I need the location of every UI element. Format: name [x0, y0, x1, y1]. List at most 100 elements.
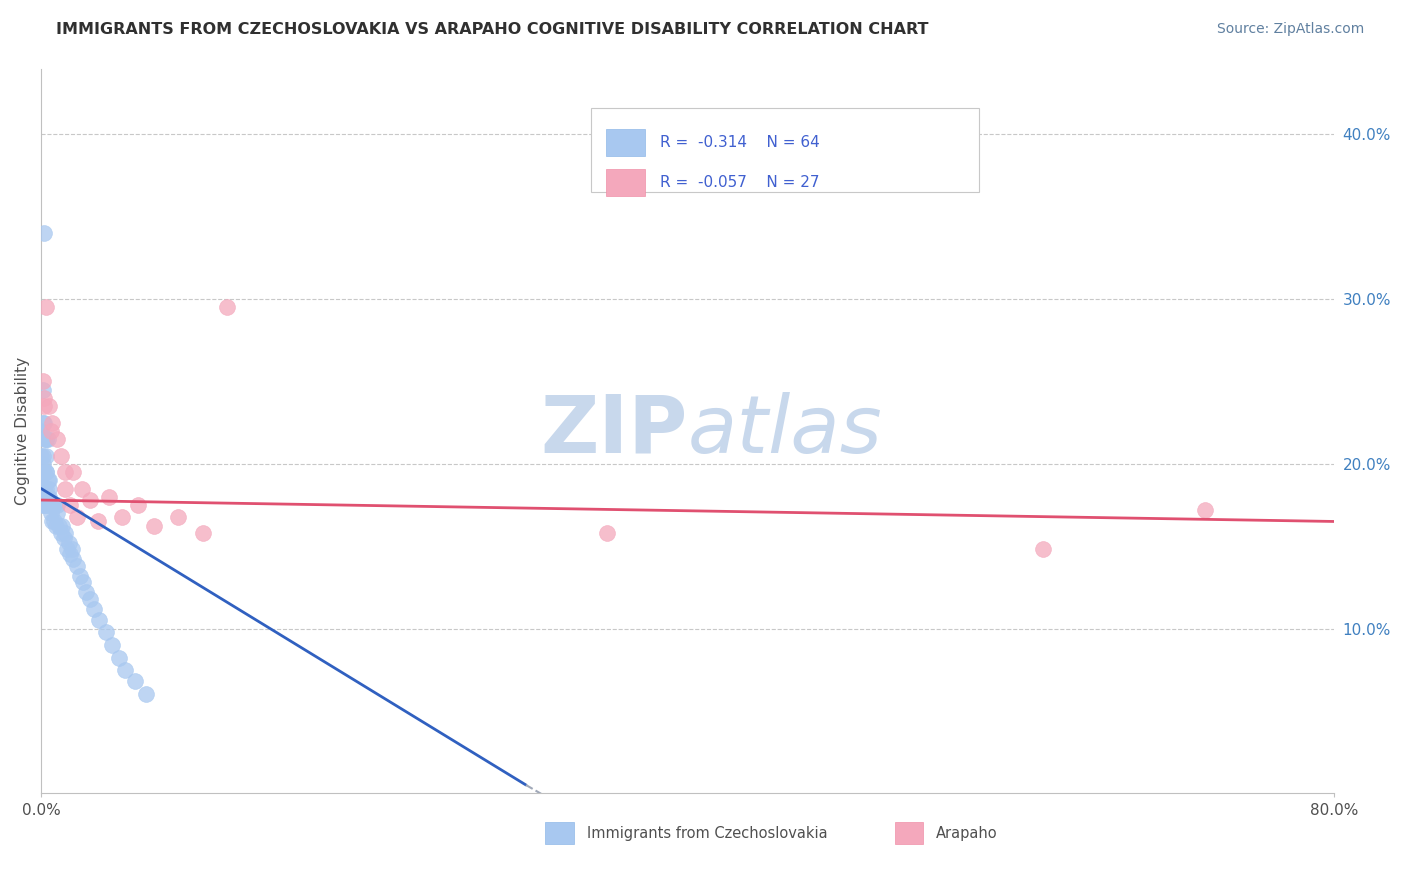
Point	[52, 531, 75, 545]
Text: Source: ZipAtlas.com: Source: ZipAtlas.com	[1216, 22, 1364, 37]
Point	[41, 416, 63, 430]
Point	[69, 569, 91, 583]
Point	[35, 301, 58, 315]
Point	[59, 498, 82, 512]
Point	[31, 490, 53, 504]
Text: Immigrants from Czechoslovakia: Immigrants from Czechoslovakia	[586, 826, 827, 840]
Point	[35, 449, 58, 463]
Point	[143, 519, 166, 533]
Point	[49, 526, 72, 541]
Point	[34, 498, 56, 512]
Point	[34, 391, 56, 405]
Point	[51, 519, 73, 533]
Point	[31, 498, 53, 512]
Point	[1032, 542, 1054, 557]
FancyBboxPatch shape	[606, 169, 645, 196]
Point	[98, 490, 121, 504]
Point	[34, 490, 56, 504]
FancyBboxPatch shape	[546, 822, 574, 844]
Point	[59, 548, 82, 562]
Point	[94, 624, 117, 639]
Point	[37, 432, 59, 446]
Point	[34, 399, 56, 413]
Point	[101, 638, 124, 652]
Point	[46, 432, 69, 446]
Point	[45, 519, 67, 533]
Point	[35, 498, 58, 512]
FancyBboxPatch shape	[591, 109, 979, 192]
Point	[30, 449, 52, 463]
Point	[62, 552, 84, 566]
Point	[107, 651, 129, 665]
Point	[83, 601, 105, 615]
Point	[46, 506, 69, 520]
Point	[38, 482, 60, 496]
Point	[35, 432, 58, 446]
Point	[35, 465, 58, 479]
Point	[79, 591, 101, 606]
Point	[34, 226, 56, 240]
Point	[39, 424, 62, 438]
Point	[38, 399, 60, 413]
Point	[34, 482, 56, 496]
Point	[66, 509, 89, 524]
Point	[39, 498, 62, 512]
Point	[34, 482, 56, 496]
Point	[56, 542, 79, 557]
Point	[35, 482, 58, 496]
Point	[124, 674, 146, 689]
Point	[41, 515, 63, 529]
Point	[75, 585, 97, 599]
Point	[30, 424, 52, 438]
Point	[72, 575, 94, 590]
Point	[37, 498, 59, 512]
Point	[111, 509, 134, 524]
Point	[135, 687, 157, 701]
Point	[66, 558, 89, 573]
Point	[46, 498, 69, 512]
Point	[79, 493, 101, 508]
Point	[41, 498, 63, 512]
Point	[127, 498, 149, 512]
Point	[31, 482, 53, 496]
Y-axis label: Cognitive Disability: Cognitive Disability	[15, 357, 30, 505]
Point	[37, 473, 59, 487]
Point	[38, 490, 60, 504]
Point	[1194, 503, 1216, 517]
Point	[58, 536, 80, 550]
Point	[53, 465, 76, 479]
Text: Arapaho: Arapaho	[936, 826, 997, 840]
Point	[89, 613, 111, 627]
Point	[62, 465, 84, 479]
Point	[42, 498, 65, 512]
Point	[31, 449, 53, 463]
Point	[31, 457, 53, 471]
Point	[34, 465, 56, 479]
Point	[70, 482, 93, 496]
Point	[191, 526, 214, 541]
Point	[35, 465, 58, 479]
Point	[34, 432, 56, 446]
Point	[167, 509, 190, 524]
Point	[31, 375, 53, 389]
Point	[42, 515, 65, 529]
Point	[53, 482, 76, 496]
Point	[215, 301, 238, 315]
Point	[49, 449, 72, 463]
Point	[48, 519, 70, 533]
Point	[53, 526, 76, 541]
Point	[596, 526, 619, 541]
FancyBboxPatch shape	[894, 822, 922, 844]
Point	[114, 663, 136, 677]
Point	[31, 465, 53, 479]
Point	[38, 473, 60, 487]
Point	[31, 416, 53, 430]
Point	[60, 542, 83, 557]
Text: IMMIGRANTS FROM CZECHOSLOVAKIA VS ARAPAHO COGNITIVE DISABILITY CORRELATION CHART: IMMIGRANTS FROM CZECHOSLOVAKIA VS ARAPAH…	[56, 22, 929, 37]
Point	[86, 515, 108, 529]
Point	[31, 383, 53, 397]
Point	[37, 490, 59, 504]
Text: R =  -0.314    N = 64: R = -0.314 N = 64	[661, 135, 820, 150]
Text: R =  -0.057    N = 27: R = -0.057 N = 27	[661, 175, 820, 190]
Point	[34, 416, 56, 430]
